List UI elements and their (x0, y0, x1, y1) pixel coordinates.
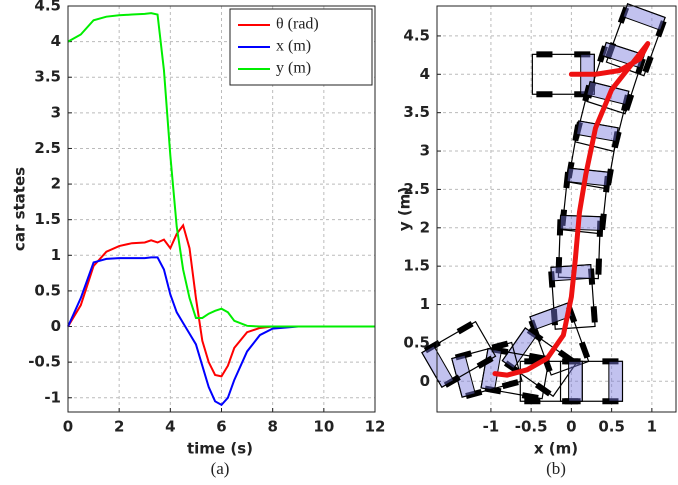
series-line (67, 12, 375, 328)
x-tick-label: 8 (267, 418, 277, 436)
y-tick-label: 1 (51, 246, 61, 264)
x-tick-label: 2 (114, 418, 124, 436)
y-axis-label: car states (11, 167, 29, 251)
y-tick-label: 0.5 (403, 333, 430, 351)
car (548, 263, 598, 330)
y-tick-label: -0.5 (28, 353, 61, 371)
trajectory (492, 41, 651, 378)
x-axis-label: x (m) (534, 440, 578, 458)
y-tick-label: 2.5 (403, 180, 430, 198)
x-tick-label: 12 (365, 418, 386, 436)
car-front (622, 3, 666, 31)
y-tick-label: 3.5 (403, 103, 430, 121)
caption: (b) (546, 459, 566, 478)
y-tick-label: 2 (51, 175, 61, 193)
caption: (a) (211, 459, 230, 478)
y-axis-label: y (m) (396, 187, 414, 231)
car-front (501, 327, 538, 370)
car-front (608, 360, 623, 402)
x-tick-label: 1 (647, 418, 657, 436)
x-tick-label: 10 (313, 418, 334, 436)
y-tick-label: 4.5 (403, 26, 430, 44)
y-tick-label: 4.5 (34, 0, 61, 15)
y-tick-label: 1.5 (34, 210, 61, 228)
x-tick-label: 4 (165, 418, 175, 436)
x-tick-label: 0.5 (598, 418, 625, 436)
y-tick-label: 3.5 (34, 68, 61, 86)
y-tick-label: 4 (51, 32, 61, 50)
y-tick-label: 2.5 (34, 139, 61, 157)
car (451, 340, 523, 399)
x-axis-label: time (s) (187, 440, 253, 458)
legend-label: θ (rad) (276, 16, 319, 33)
x-tick-label: -1 (483, 418, 500, 436)
y-tick-label: 3 (420, 142, 430, 160)
series-line (67, 256, 375, 407)
y-tick-label: 0 (51, 317, 61, 335)
y-tick-label: 1.5 (403, 257, 430, 275)
y-tick-label: 1 (420, 295, 430, 313)
y-tick-label: 2 (420, 218, 430, 236)
y-tick-label: 0.5 (34, 281, 61, 299)
x-tick-label: 6 (216, 418, 226, 436)
car (421, 320, 497, 389)
car (480, 346, 550, 401)
legend-label: x (m) (276, 38, 311, 55)
car (501, 327, 577, 398)
axes-frame (67, 5, 376, 413)
car-front (421, 345, 455, 388)
car (519, 358, 583, 405)
legend-label: y (m) (276, 60, 311, 77)
y-tick-label: 3 (51, 103, 61, 121)
car-front (568, 360, 583, 402)
axes-frame (436, 5, 677, 413)
car (604, 3, 667, 77)
y-tick-label: -1 (44, 388, 61, 406)
x-tick-label: 0 (566, 418, 576, 436)
y-tick-label: 4 (420, 65, 430, 83)
y-tick-label: 0 (420, 372, 430, 390)
x-tick-label: -0.5 (515, 418, 548, 436)
x-tick-label: 0 (63, 418, 73, 436)
